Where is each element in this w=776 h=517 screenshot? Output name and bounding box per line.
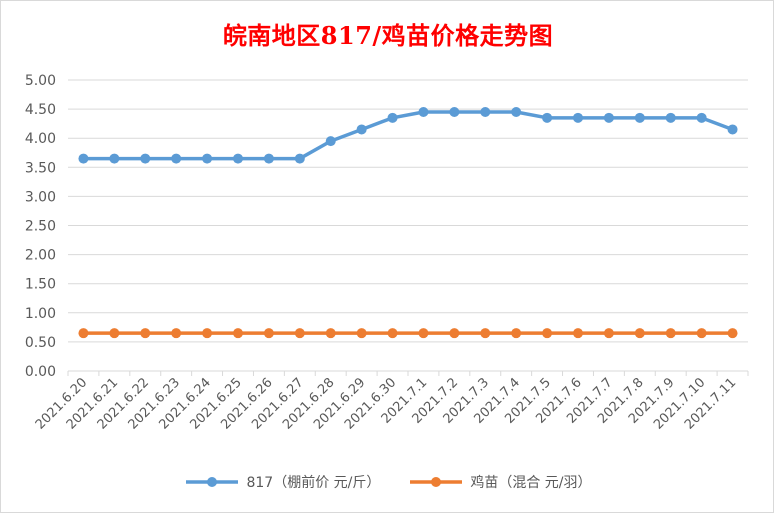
data-point xyxy=(387,112,398,123)
data-point xyxy=(356,124,367,135)
data-point xyxy=(603,112,614,123)
data-point xyxy=(294,328,305,339)
y-tick-label: 3.00 xyxy=(25,189,56,205)
data-point xyxy=(233,328,243,339)
data-point xyxy=(542,112,553,123)
legend-marker xyxy=(186,477,239,487)
data-point xyxy=(603,328,614,339)
legend: 817（棚前价 元/斤） 鸡苗（混合 元/羽） xyxy=(0,470,776,494)
data-point xyxy=(511,107,522,118)
data-point xyxy=(665,328,676,339)
data-point xyxy=(727,328,738,339)
y-tick-label: 4.50 xyxy=(25,102,56,118)
data-point xyxy=(634,328,645,339)
data-point xyxy=(634,112,645,123)
legend-label: 鸡苗（混合 元/羽） xyxy=(470,475,592,491)
data-point xyxy=(480,328,491,339)
data-point xyxy=(294,153,305,164)
y-tick-label: 2.00 xyxy=(25,248,56,264)
data-point xyxy=(418,328,429,339)
data-point xyxy=(109,328,120,339)
data-point xyxy=(171,153,182,164)
legend-marker xyxy=(410,477,463,487)
data-point xyxy=(387,328,398,339)
data-point xyxy=(727,124,738,135)
data-point xyxy=(480,107,491,118)
y-tick-label: 2.50 xyxy=(25,219,56,235)
data-point xyxy=(696,112,707,123)
y-tick-label: 3.50 xyxy=(25,160,56,176)
y-tick-label: 1.00 xyxy=(25,306,56,322)
data-point xyxy=(511,328,522,339)
legend-item-2: 鸡苗（混合 元/羽） xyxy=(408,472,592,492)
data-point xyxy=(202,328,213,339)
data-point xyxy=(171,328,182,339)
data-point xyxy=(356,328,367,339)
data-point xyxy=(109,153,120,164)
data-point xyxy=(573,328,583,339)
data-point xyxy=(573,112,583,123)
y-tick-label: 4.00 xyxy=(25,131,56,147)
legend-item-1: 817（棚前价 元/斤） xyxy=(184,472,380,492)
data-point xyxy=(140,328,151,339)
data-point xyxy=(696,328,707,339)
data-point xyxy=(542,328,553,339)
data-point xyxy=(140,153,151,164)
series-line-1 xyxy=(81,110,735,161)
y-tick-label: 0.50 xyxy=(25,335,56,351)
data-point xyxy=(325,136,336,147)
data-point xyxy=(449,328,460,339)
y-tick-label: 1.50 xyxy=(25,277,56,293)
data-point xyxy=(263,153,274,164)
data-point xyxy=(263,328,274,339)
data-point xyxy=(325,328,336,339)
y-tick-label: 0.00 xyxy=(25,364,56,380)
data-point xyxy=(665,112,676,123)
data-point xyxy=(202,153,213,164)
data-point xyxy=(449,107,460,118)
data-point xyxy=(233,153,243,164)
data-point xyxy=(78,153,89,164)
chart-title: 皖南地区817/鸡苗价格走势图 xyxy=(222,21,554,50)
legend-label: 817（棚前价 元/斤） xyxy=(246,475,381,491)
data-point xyxy=(418,107,429,118)
data-point xyxy=(78,328,89,339)
y-tick-label: 5.00 xyxy=(25,73,56,89)
